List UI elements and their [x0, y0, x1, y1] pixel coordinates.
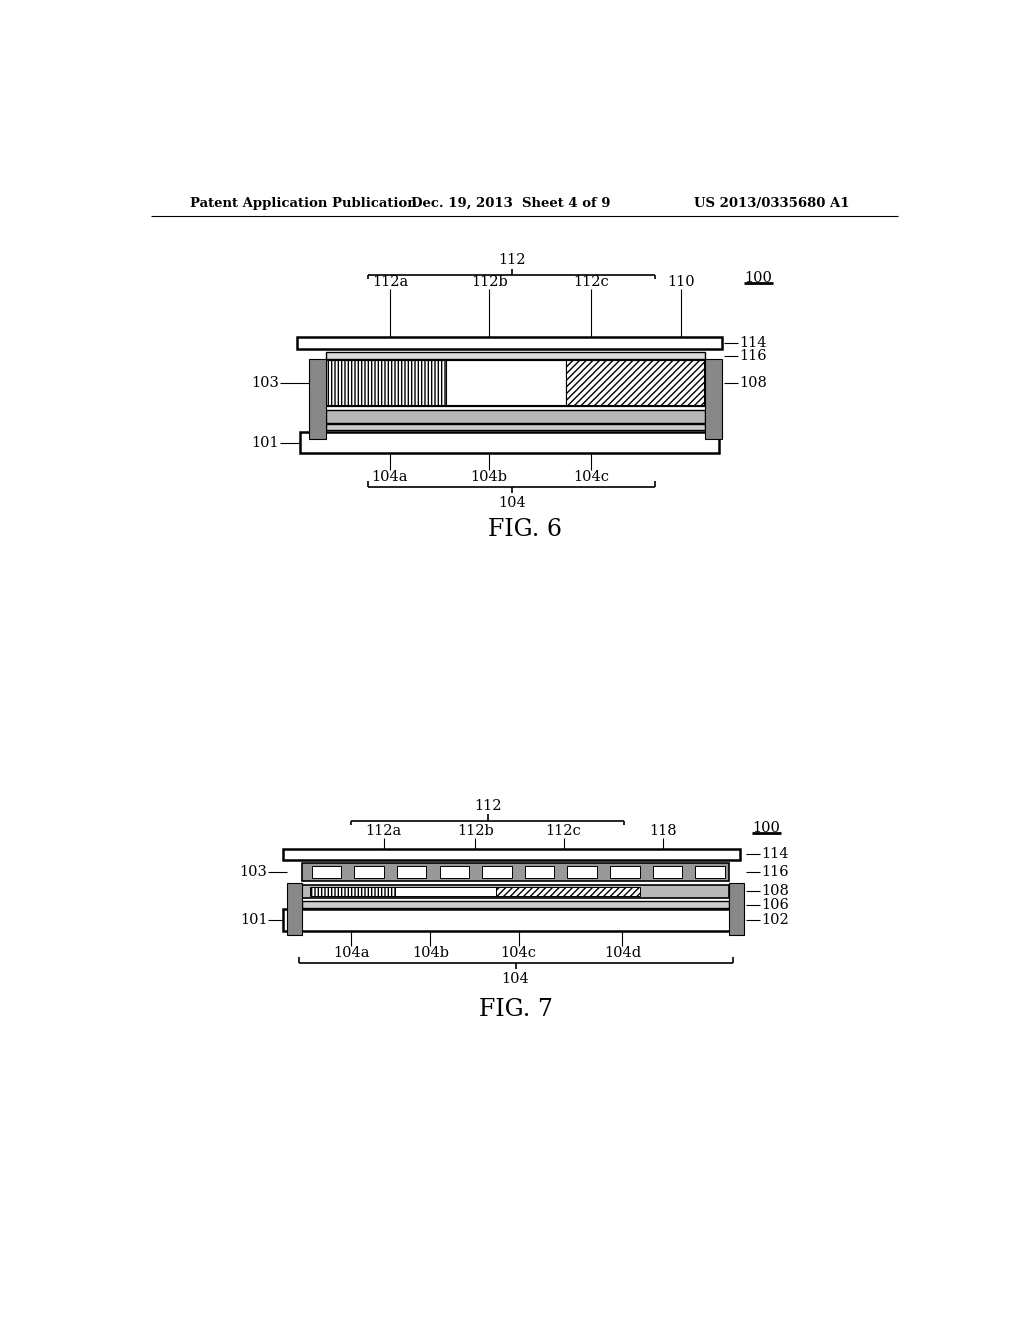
Text: FIG. 6: FIG. 6: [487, 517, 562, 541]
Text: 108: 108: [761, 884, 790, 899]
Bar: [445, 360, 566, 407]
Bar: [326, 424, 706, 430]
Text: FIG. 7: FIG. 7: [478, 998, 552, 1020]
Text: 101: 101: [252, 436, 280, 450]
Text: 102: 102: [761, 913, 788, 927]
Bar: [439, 866, 469, 878]
Text: 104a: 104a: [372, 470, 409, 484]
Text: 106: 106: [761, 898, 790, 912]
Text: 104c: 104c: [573, 470, 609, 484]
Text: 104b: 104b: [471, 470, 508, 484]
Bar: [297, 337, 722, 350]
Text: Patent Application Publication: Patent Application Publication: [190, 197, 417, 210]
Text: 110: 110: [668, 276, 695, 289]
Text: 112: 112: [498, 253, 525, 267]
Text: 100: 100: [752, 821, 779, 834]
Bar: [308, 359, 326, 438]
Text: 104b: 104b: [412, 946, 449, 960]
Text: 116: 116: [761, 865, 788, 879]
Bar: [326, 352, 706, 359]
Bar: [302, 863, 729, 882]
Bar: [354, 866, 384, 878]
Bar: [326, 360, 445, 407]
Bar: [397, 866, 426, 878]
Bar: [302, 902, 729, 908]
Text: US 2013/0335680 A1: US 2013/0335680 A1: [693, 197, 849, 210]
Bar: [652, 866, 682, 878]
Text: 108: 108: [739, 376, 767, 391]
Bar: [695, 866, 725, 878]
Bar: [326, 411, 706, 422]
Text: 112b: 112b: [457, 824, 494, 838]
Bar: [610, 866, 640, 878]
Text: 100: 100: [744, 271, 772, 285]
Bar: [326, 360, 706, 407]
Bar: [287, 883, 302, 936]
Text: 112: 112: [474, 799, 502, 813]
Text: 104: 104: [498, 496, 525, 511]
Text: 112c: 112c: [573, 276, 609, 289]
Bar: [524, 866, 554, 878]
Text: 112a: 112a: [366, 824, 401, 838]
Bar: [706, 359, 722, 438]
Bar: [482, 866, 512, 878]
Bar: [283, 909, 740, 931]
Bar: [395, 887, 496, 896]
Text: 104d: 104d: [604, 946, 641, 960]
Bar: [566, 360, 706, 407]
Text: 114: 114: [761, 847, 788, 862]
Text: 112a: 112a: [372, 276, 409, 289]
Text: 112b: 112b: [471, 276, 508, 289]
Bar: [567, 866, 597, 878]
Bar: [496, 887, 640, 896]
Text: 104: 104: [502, 973, 529, 986]
Text: 118: 118: [649, 824, 677, 838]
Text: 114: 114: [739, 337, 767, 350]
Text: 112c: 112c: [546, 824, 582, 838]
Text: 103: 103: [251, 376, 280, 391]
Text: Dec. 19, 2013  Sheet 4 of 9: Dec. 19, 2013 Sheet 4 of 9: [411, 197, 610, 210]
Text: 104a: 104a: [333, 946, 370, 960]
Bar: [302, 884, 729, 899]
Text: 116: 116: [739, 348, 767, 363]
Bar: [300, 432, 719, 453]
Bar: [729, 883, 744, 936]
Bar: [311, 866, 341, 878]
Text: 103: 103: [240, 865, 267, 879]
Text: 104c: 104c: [501, 946, 537, 960]
Text: 101: 101: [240, 913, 267, 927]
Bar: [310, 887, 395, 896]
Bar: [283, 849, 740, 859]
